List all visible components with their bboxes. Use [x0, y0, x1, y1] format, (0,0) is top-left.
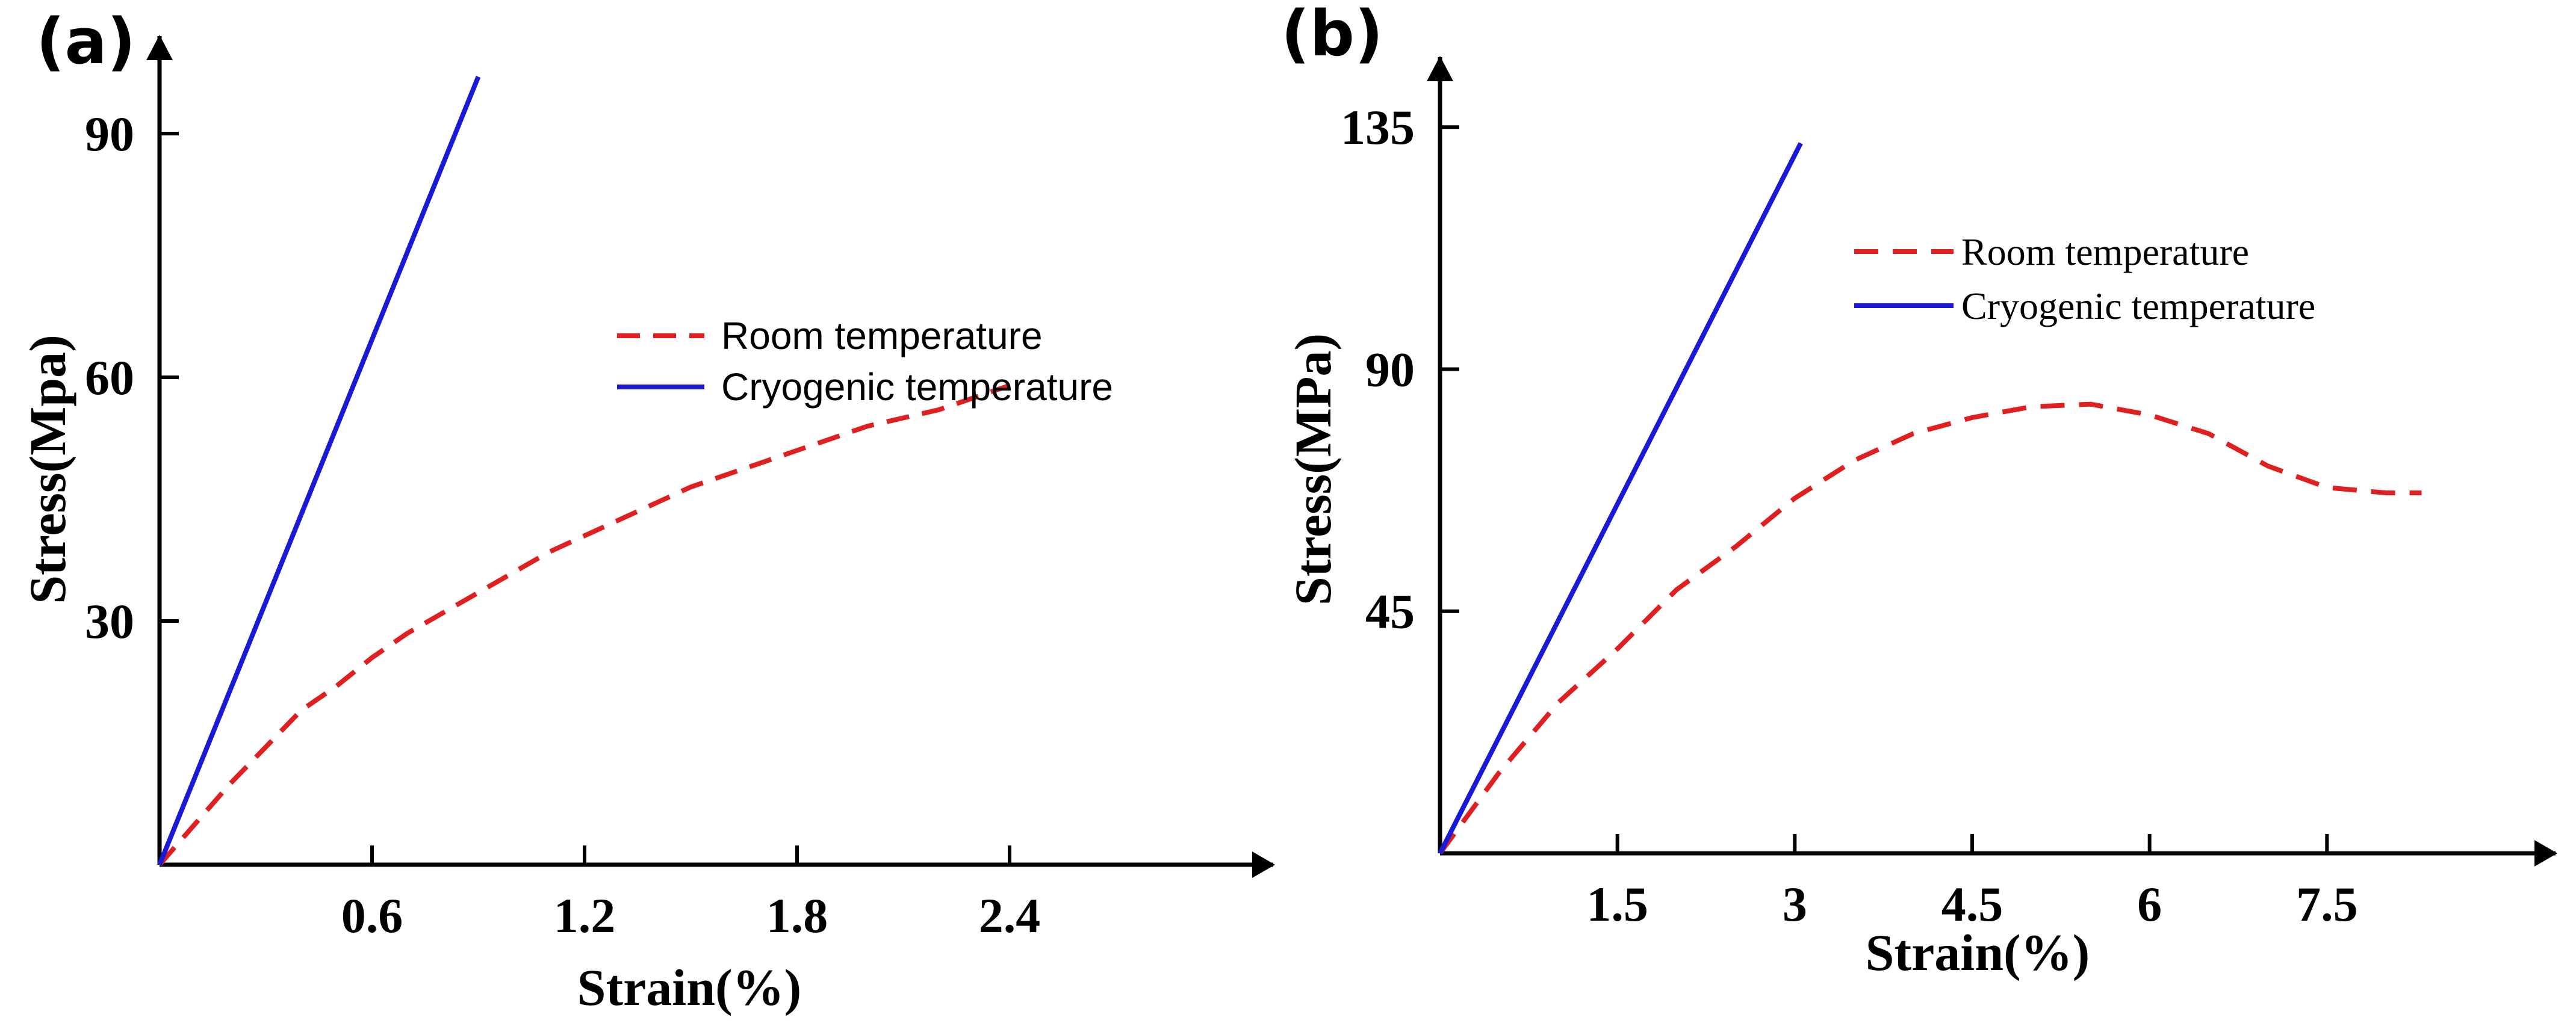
- panel-b-ticks: 1.5 3 4.5 6 7.5 45 90 135: [1341, 100, 2358, 932]
- panel-a-x-arrow-icon: [1252, 851, 1275, 878]
- panel-a-legend: Room temperature Cryogenic temperature: [617, 314, 1113, 409]
- panel-a-x-tick-label: 1.8: [766, 888, 828, 943]
- panel-a-x-tick-label: 1.2: [554, 888, 616, 943]
- panel-b-series: [1438, 142, 2422, 855]
- panel-a-ticks: 0.6 1.2 1.8 2.4 30 60 90: [85, 107, 1040, 943]
- panel-a-legend-room-label: Room temperature: [721, 314, 1043, 357]
- panel-b-legend: Room temperature Cryogenic temperature: [1854, 230, 2315, 327]
- panel-b-legend-cryo-label: Cryogenic temperature: [1961, 285, 2315, 327]
- panel-a-x-title: Strain(%): [577, 959, 802, 1016]
- panel-a-y-tick-label: 60: [85, 350, 134, 405]
- panel-b-y-tick-label: 135: [1341, 100, 1415, 155]
- panel-b-x-arrow-icon: [2534, 840, 2557, 867]
- panel-b-y-tick-label: 90: [1365, 342, 1415, 397]
- panel-b-cryogenic-temperature-line: [1438, 142, 1803, 854]
- panel-b-x-tick-label: 7.5: [2296, 877, 2358, 932]
- panel-a-cryogenic-temperature-line: [157, 76, 481, 866]
- panel-a-room-temperature-line: [157, 383, 1011, 867]
- panel-a-x-tick-label: 2.4: [979, 888, 1041, 943]
- panel-a-y-tick-label: 30: [85, 594, 134, 649]
- panel-a-chart: (a) 0.6 1.2 1.8 2.4 30 60 90 Strain(%) Stress(…: [19, 5, 1275, 1016]
- panel-b-x-tick-label: 3: [1783, 877, 1807, 932]
- panel-a-x-tick-label: 0.6: [341, 888, 403, 943]
- panel-a-legend-cryo-label: Cryogenic temperature: [721, 365, 1113, 409]
- panel-a-y-tick-label: 90: [85, 107, 134, 161]
- panel-b-x-tick-label: 1.5: [1586, 877, 1648, 932]
- panel-b-label: (b): [1281, 0, 1383, 70]
- panel-b-chart: (b) 1.5 3 4.5 6 7.5 45 90 135 Strain(%) Stress(…: [1281, 0, 2557, 981]
- panel-a-y-title: Stress(Mpa): [19, 335, 76, 604]
- panel-a-label: (a): [36, 5, 135, 78]
- panel-b-y-tick-label: 45: [1365, 584, 1415, 639]
- panel-b-room-temperature-line: [1438, 401, 2422, 855]
- panel-b-legend-room-label: Room temperature: [1961, 230, 2249, 273]
- panel-b-y-arrow-icon: [1427, 56, 1453, 81]
- panel-b-x-title: Strain(%): [1866, 924, 2090, 981]
- panel-a-y-arrow-icon: [146, 35, 173, 60]
- panel-b-y-title: Stress(MPa): [1284, 333, 1342, 605]
- panel-b-x-tick-label: 6: [2137, 877, 2162, 932]
- panel-a-series: [157, 76, 1011, 867]
- panel-b-x-tick-label: 4.5: [1941, 877, 2003, 932]
